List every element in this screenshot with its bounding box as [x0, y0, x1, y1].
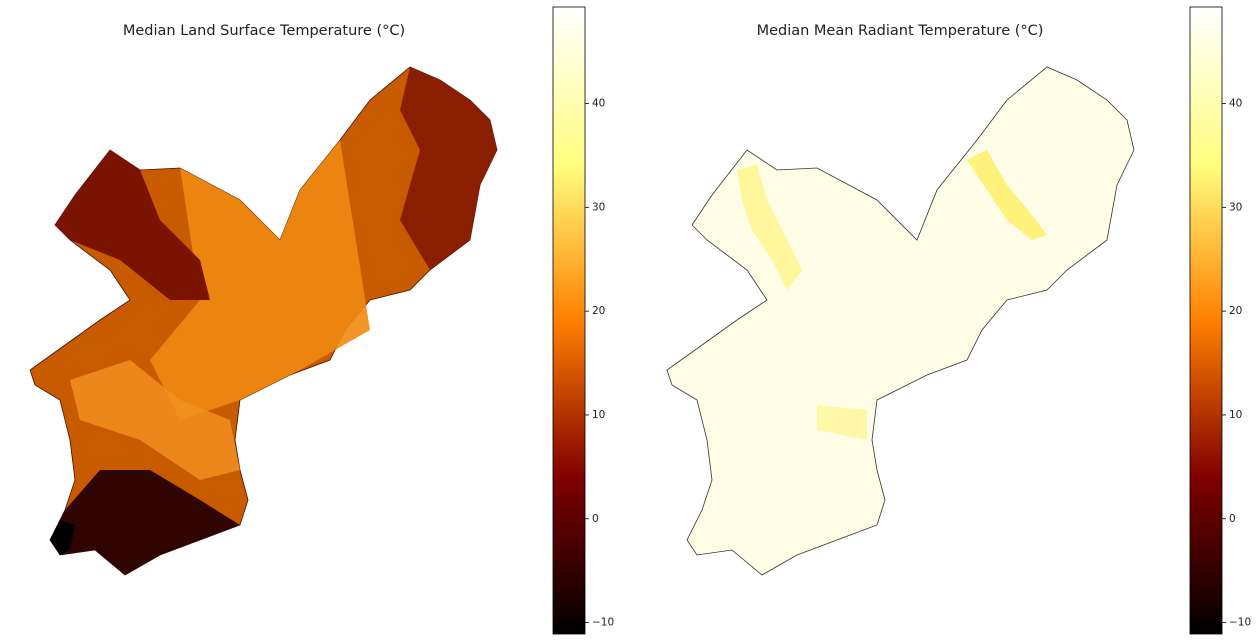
colorbar-tick-label: 10 [1229, 409, 1242, 421]
colorbar-tick-label: −10 [1229, 617, 1251, 629]
colorbar-tick-label: 0 [1229, 513, 1236, 525]
map-title: Median Mean Radiant Temperature (°C) [757, 23, 1044, 39]
map-title: Median Land Surface Temperature (°C) [123, 23, 405, 39]
colorbar-tick-label: 30 [592, 201, 605, 213]
colorbar [1189, 6, 1223, 635]
colorbar-tick-label: 0 [592, 513, 599, 525]
mrt-map [666, 66, 1135, 576]
colorbar-tick-label: 10 [592, 409, 605, 421]
colorbar-tick-label: 20 [1229, 305, 1242, 317]
colorbar-tick-label: 40 [592, 98, 605, 110]
colorbar [552, 6, 586, 635]
colorbar-tick-label: −10 [592, 617, 614, 629]
colorbar-tick-label: 30 [1229, 201, 1242, 213]
lst-map [29, 66, 498, 576]
colorbar-tick-label: 20 [592, 305, 605, 317]
colorbar-tick-label: 40 [1229, 98, 1242, 110]
